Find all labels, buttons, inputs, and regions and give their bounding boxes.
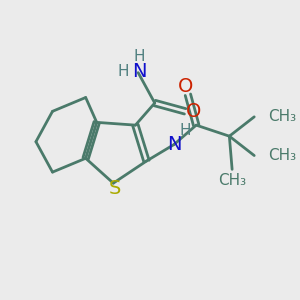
Text: N: N	[167, 135, 181, 154]
Text: O: O	[178, 77, 193, 96]
Text: H: H	[117, 64, 129, 79]
Text: H: H	[134, 49, 145, 64]
Text: S: S	[109, 179, 121, 198]
Text: N: N	[132, 62, 147, 81]
Text: O: O	[186, 102, 201, 121]
Text: CH₃: CH₃	[268, 109, 296, 124]
Text: CH₃: CH₃	[218, 173, 246, 188]
Text: H: H	[179, 123, 191, 138]
Text: CH₃: CH₃	[268, 148, 296, 163]
